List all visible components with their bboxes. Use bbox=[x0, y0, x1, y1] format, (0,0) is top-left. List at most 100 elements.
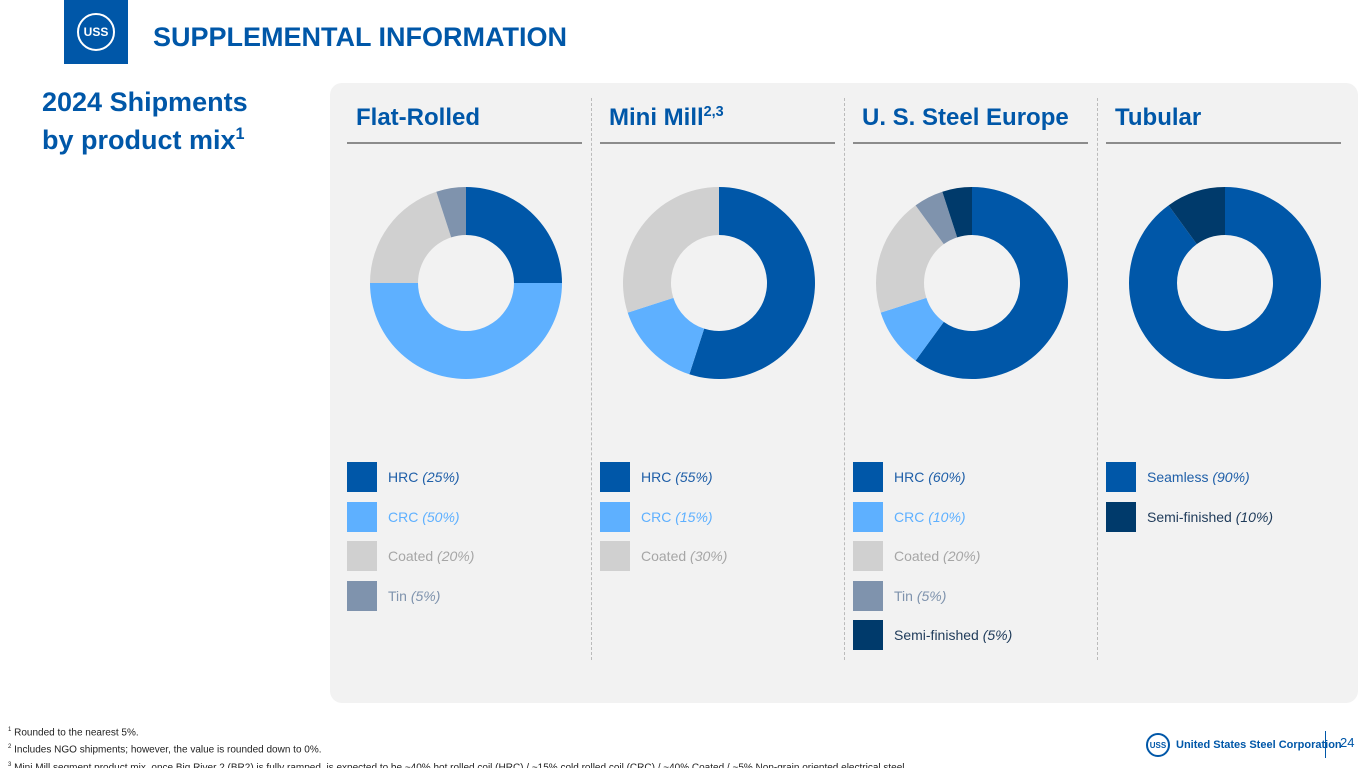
legend-swatch bbox=[853, 620, 883, 650]
chart-title: U. S. Steel Europe bbox=[862, 104, 1069, 132]
chart-title-note: 2,3 bbox=[703, 104, 724, 120]
legend-name: HRC bbox=[894, 469, 925, 485]
slice bbox=[915, 187, 1068, 379]
legend-entry: Semi-finished (10%) bbox=[1147, 509, 1273, 525]
slice bbox=[689, 187, 815, 379]
legend-name: HRC bbox=[388, 469, 419, 485]
separator bbox=[844, 98, 845, 660]
slice bbox=[627, 297, 705, 375]
footnote-marker: 1 bbox=[8, 727, 12, 733]
footnote: 3 Mini Mill segment product mix, once Bi… bbox=[8, 758, 907, 768]
legend-value: (50%) bbox=[422, 508, 460, 525]
donut bbox=[623, 187, 815, 379]
donut bbox=[875, 187, 1068, 379]
slice bbox=[1168, 187, 1225, 245]
slice bbox=[623, 187, 719, 313]
slide-title: SUPPLEMENTAL INFORMATION bbox=[153, 22, 567, 52]
legend-entry: HRC (55%) bbox=[641, 469, 713, 485]
legend-swatch bbox=[853, 580, 883, 611]
footnote-marker: 3 bbox=[8, 761, 12, 768]
legend-value: (25%) bbox=[422, 469, 460, 485]
footnote-marker: 2 bbox=[8, 744, 12, 751]
slice bbox=[466, 187, 562, 283]
heading-text: by product mix bbox=[42, 125, 236, 155]
title-rule bbox=[600, 142, 835, 144]
legend-value: (30%) bbox=[690, 548, 728, 564]
legend-entry: CRC (50%) bbox=[388, 509, 460, 525]
legend-swatch bbox=[1106, 462, 1136, 492]
legend-swatch bbox=[853, 541, 883, 571]
legend-entry: Coated (20%) bbox=[894, 548, 980, 564]
footnote-text: Rounded to the nearest 5%. bbox=[14, 727, 139, 739]
heading: 2024 Shipments by product mix1 bbox=[42, 86, 248, 156]
footer-logo-mark: USS bbox=[1146, 733, 1170, 757]
legend-value: (10%) bbox=[928, 508, 966, 525]
slice bbox=[942, 187, 972, 238]
legend-value: (5%) bbox=[916, 587, 947, 604]
legend-swatch bbox=[600, 462, 630, 492]
legend-name: Coated bbox=[894, 548, 940, 564]
legend-value: (90%) bbox=[1212, 469, 1250, 485]
legend-value: (5%) bbox=[410, 587, 441, 604]
chart-title: Flat-Rolled bbox=[356, 104, 480, 132]
title-rule bbox=[347, 142, 582, 144]
legend-entry: CRC (15%) bbox=[641, 509, 713, 525]
title-rule bbox=[1106, 142, 1341, 144]
legend-value: (5%) bbox=[982, 627, 1013, 643]
divider bbox=[1325, 731, 1326, 758]
page-number: 24 bbox=[1340, 735, 1355, 750]
legend-value: (55%) bbox=[675, 469, 713, 485]
legend-entry: Tin (5%) bbox=[894, 588, 946, 604]
donut bbox=[1128, 187, 1321, 379]
slice bbox=[370, 283, 562, 379]
title-rule bbox=[853, 142, 1088, 144]
heading-line: 2024 Shipments bbox=[42, 87, 248, 117]
legend-swatch bbox=[600, 501, 630, 532]
separator bbox=[1097, 98, 1098, 660]
legend-name: Coated bbox=[641, 548, 687, 564]
legend-swatch bbox=[853, 462, 883, 492]
legend-name: Coated bbox=[388, 548, 434, 564]
legend-entry: HRC (60%) bbox=[894, 469, 966, 485]
legend-swatch bbox=[853, 501, 883, 532]
heading-line: by product mix1 bbox=[42, 118, 248, 156]
chart-title: Mini Mill2,3 bbox=[609, 104, 724, 132]
chart-title-text: Flat-Rolled bbox=[356, 104, 480, 131]
legend-entry: Seamless (90%) bbox=[1147, 469, 1250, 485]
legend-value: (20%) bbox=[943, 548, 981, 564]
chart-title-text: U. S. Steel Europe bbox=[862, 104, 1069, 131]
legend-name: Seamless bbox=[1147, 469, 1209, 485]
legend-entry: HRC (25%) bbox=[388, 469, 460, 485]
legend-name: CRC bbox=[894, 508, 925, 525]
heading-note: 1 bbox=[235, 125, 245, 143]
slice bbox=[1128, 187, 1321, 379]
legend-name: CRC bbox=[388, 508, 419, 525]
legend-swatch bbox=[347, 580, 377, 611]
legend-name: CRC bbox=[641, 508, 672, 525]
logo-text: USS bbox=[77, 13, 115, 51]
legend-name: HRC bbox=[641, 469, 672, 485]
legend-swatch bbox=[347, 541, 377, 571]
slice bbox=[436, 187, 466, 238]
chart-title: Tubular bbox=[1115, 104, 1201, 132]
footnote: 1 Rounded to the nearest 5%. bbox=[8, 723, 907, 740]
footer-logo: USS United States Steel Corporation bbox=[1146, 733, 1342, 757]
legend-name: Tin bbox=[894, 587, 913, 604]
legend-swatch bbox=[347, 501, 377, 532]
legend-swatch bbox=[1106, 501, 1136, 532]
chart-title-text: Tubular bbox=[1115, 104, 1202, 131]
chart-title-text: Mini Mill bbox=[609, 104, 704, 131]
legend-entry: Coated (30%) bbox=[641, 548, 727, 564]
legend-name: Semi-finished bbox=[894, 627, 979, 643]
footnote-text: Includes NGO shipments; however, the val… bbox=[14, 744, 322, 756]
legend-name: Tin bbox=[388, 587, 407, 604]
legend-entry: Tin (5%) bbox=[388, 588, 440, 604]
donut bbox=[370, 187, 562, 379]
legend-entry: Semi-finished (5%) bbox=[894, 627, 1012, 643]
legend-value: (20%) bbox=[437, 548, 475, 564]
slice bbox=[875, 205, 944, 313]
legend-value: (15%) bbox=[675, 508, 713, 525]
slice bbox=[915, 191, 958, 245]
legend-name: Semi-finished bbox=[1147, 508, 1232, 525]
